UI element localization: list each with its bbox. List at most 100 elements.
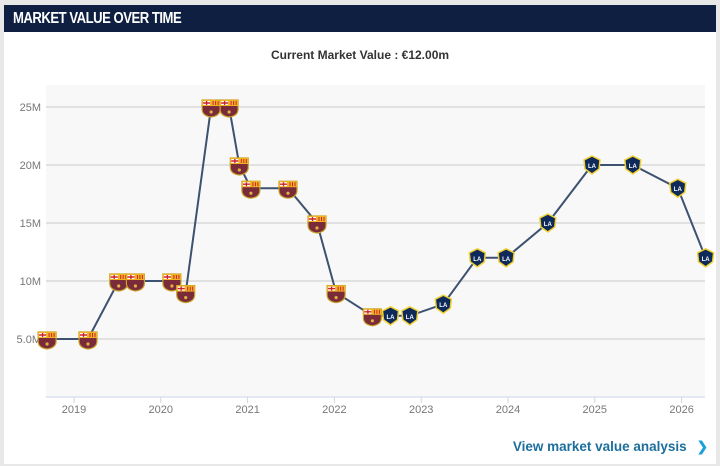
la-galaxy-crest-icon: [623, 155, 642, 175]
data-point[interactable]: LA: [497, 247, 515, 268]
crest-ball: [170, 284, 174, 288]
crest-cross: [280, 182, 287, 187]
crest-ball: [315, 226, 319, 230]
y-tick-label: 20M: [20, 160, 41, 172]
crest-letters: LA: [702, 257, 711, 263]
crest-cross: [110, 275, 118, 279]
crest-ball: [184, 296, 188, 300]
crest-stripes: [230, 101, 237, 105]
x-tick-label: 2019: [62, 404, 86, 416]
crest-letters: LA: [544, 222, 553, 228]
crest-cross: [127, 275, 135, 279]
crest-cross: [80, 333, 87, 337]
crest-stripes: [240, 159, 247, 163]
crest-ball: [334, 296, 338, 300]
crest-ball: [249, 191, 253, 195]
x-tick-label: 2025: [583, 404, 607, 416]
la-galaxy-crest-icon: [538, 213, 557, 233]
y-tick-label: 10M: [20, 276, 41, 288]
crest-ball: [227, 110, 231, 114]
crest-stripes: [289, 182, 296, 187]
crest-top: [220, 100, 239, 106]
data-point[interactable]: [219, 99, 239, 118]
crest-ball: [86, 342, 90, 346]
crest-stripes: [252, 182, 259, 187]
crest-ball: [117, 284, 121, 288]
data-point[interactable]: [109, 273, 129, 292]
crest-cross: [177, 286, 185, 291]
crest-top: [308, 216, 326, 222]
data-point[interactable]: [201, 99, 221, 118]
crest-cross: [364, 309, 372, 314]
crest-stripes: [120, 275, 127, 279]
data-point[interactable]: [241, 180, 261, 199]
data-point[interactable]: LA: [468, 247, 487, 268]
chevron-right-icon: ❯: [696, 439, 708, 454]
crest-letters: LA: [502, 257, 511, 263]
x-tick-label: 2020: [149, 404, 173, 416]
crest-top: [162, 274, 181, 280]
data-point[interactable]: LA: [434, 294, 453, 315]
data-point[interactable]: [78, 331, 98, 350]
x-tick-label: 2026: [669, 404, 693, 416]
data-point[interactable]: LA: [381, 305, 400, 326]
data-point[interactable]: LA: [400, 305, 419, 326]
crest-stripes: [136, 275, 143, 279]
data-point[interactable]: [278, 180, 298, 199]
crest-cross: [231, 159, 239, 163]
y-tick-label: 25M: [20, 102, 41, 114]
crest-stripes: [373, 309, 380, 314]
data-point[interactable]: [229, 157, 249, 176]
crest-cross: [328, 286, 336, 291]
crest-stripes: [187, 286, 194, 291]
crest-letters: LA: [674, 187, 683, 193]
crest-cross: [163, 275, 171, 279]
crest-letters: LA: [629, 164, 638, 170]
crest-stripes: [89, 333, 96, 337]
crest-stripes: [173, 275, 180, 279]
la-galaxy-crest-icon: [434, 294, 453, 315]
la-galaxy-crest-icon: [468, 247, 487, 268]
crest-top: [38, 332, 57, 338]
crest-ball: [209, 110, 213, 114]
data-point[interactable]: LA: [583, 155, 601, 175]
crest-stripes: [48, 333, 55, 337]
crest-stripes: [212, 101, 219, 105]
crest-cross: [39, 333, 47, 337]
crest-top: [109, 274, 128, 280]
crest-letters: LA: [439, 303, 448, 309]
data-point[interactable]: [125, 273, 145, 292]
crest-letters: LA: [473, 257, 482, 263]
la-galaxy-crest-icon: [696, 247, 715, 268]
y-tick-label: 5.0M: [17, 334, 41, 346]
crest-ball: [286, 191, 290, 195]
current-market-value: Current Market Value : €12.00m: [270, 48, 450, 62]
crest-top: [327, 285, 346, 292]
plot-area: [46, 85, 705, 397]
data-point[interactable]: [326, 285, 346, 304]
data-point[interactable]: [307, 215, 327, 234]
crest-top: [176, 285, 195, 292]
data-point[interactable]: [176, 285, 196, 304]
data-point[interactable]: [362, 308, 382, 327]
data-point[interactable]: [37, 331, 57, 350]
crest-cross: [309, 217, 316, 221]
crest-ball: [370, 319, 374, 323]
crest-top: [126, 274, 145, 280]
crest-ball: [237, 168, 241, 172]
crest-stripes: [318, 217, 325, 221]
crest-cross: [221, 101, 229, 105]
crest-cross: [203, 101, 211, 105]
data-point[interactable]: LA: [623, 155, 642, 175]
crest-ball: [133, 284, 137, 288]
data-point[interactable]: LA: [696, 247, 715, 268]
crest-top: [279, 181, 297, 188]
data-point[interactable]: LA: [668, 178, 687, 199]
crest-ball: [45, 342, 49, 346]
x-tick-label: 2023: [409, 404, 433, 416]
data-point[interactable]: LA: [538, 213, 557, 233]
y-tick-label: 15M: [20, 218, 41, 230]
view-market-value-analysis-link[interactable]: View market value analysis ❯: [513, 439, 708, 455]
crest-top: [202, 100, 221, 106]
